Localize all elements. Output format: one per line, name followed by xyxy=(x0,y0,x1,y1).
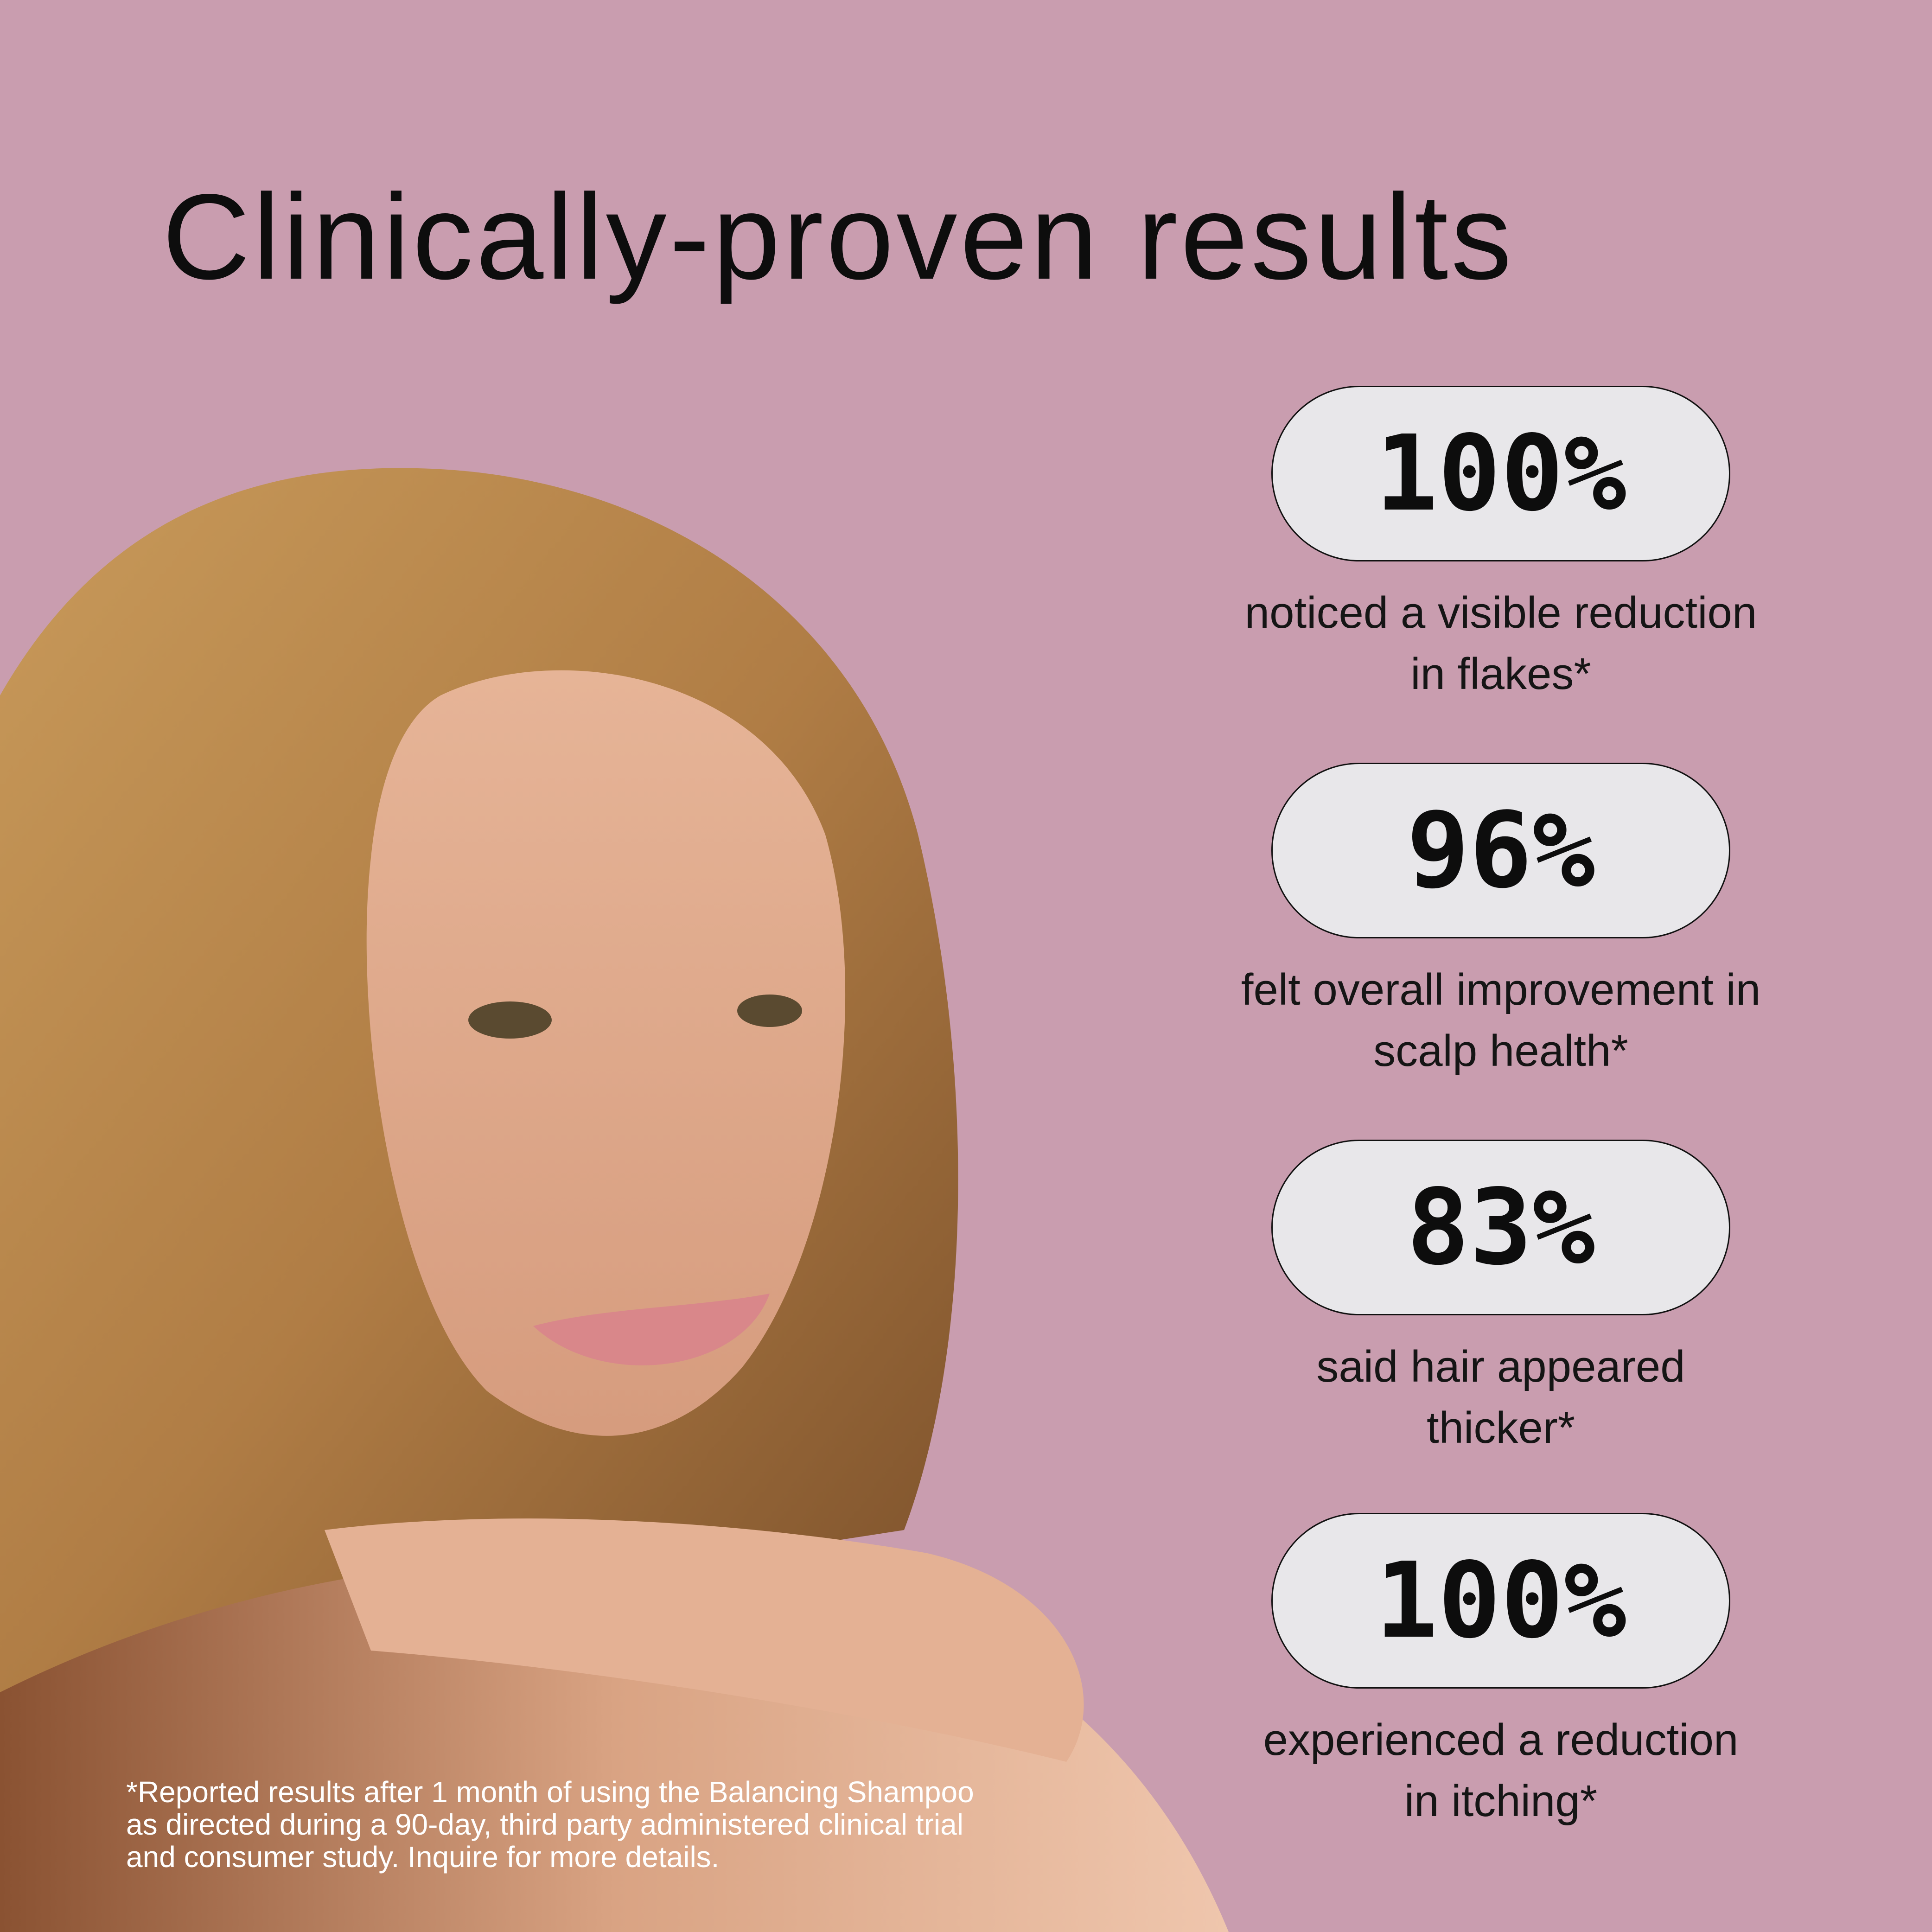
face-shape xyxy=(366,670,846,1436)
caption-line: noticed a visible reduction xyxy=(1244,588,1757,638)
caption-line: thicker* xyxy=(1426,1403,1575,1453)
eye-right xyxy=(737,995,802,1027)
caption-line: in itching* xyxy=(1404,1776,1598,1826)
stat-value-pill: 100% xyxy=(1271,1513,1730,1689)
stat-caption: said hair appeared thicker* xyxy=(1196,1336,1805,1459)
footnote-line: *Reported results after 1 month of using… xyxy=(126,1775,974,1809)
stat-thicker-hair: 83% said hair appeared thicker* xyxy=(1196,1140,1805,1459)
stat-caption: felt overall improvement in scalp health… xyxy=(1196,959,1805,1082)
page-title: Clinically-proven results xyxy=(162,169,1515,305)
stat-scalp-health: 96% felt overall improvement in scalp he… xyxy=(1196,763,1805,1082)
stat-caption: noticed a visible reduction in flakes* xyxy=(1196,582,1805,705)
stat-caption: experienced a reduction in itching* xyxy=(1196,1709,1805,1832)
eye-left xyxy=(468,1001,552,1039)
footnote-line: and consumer study. Inquire for more det… xyxy=(126,1840,720,1874)
lips xyxy=(533,1294,770,1365)
stat-itching: 100% experienced a reduction in itching* xyxy=(1196,1513,1805,1832)
stat-value-pill: 83% xyxy=(1271,1140,1730,1315)
arm-shape xyxy=(325,1518,1084,1762)
stat-value-pill: 96% xyxy=(1271,763,1730,938)
stat-flakes: 100% noticed a visible reduction in flak… xyxy=(1196,386,1805,705)
caption-line: felt overall improvement in xyxy=(1241,965,1761,1014)
footnote-line: as directed during a 90-day, third party… xyxy=(126,1808,963,1841)
caption-line: experienced a reduction xyxy=(1263,1715,1739,1765)
stat-value-pill: 100% xyxy=(1271,386,1730,561)
footnote: *Reported results after 1 month of using… xyxy=(126,1776,1123,1873)
caption-line: said hair appeared xyxy=(1316,1342,1685,1391)
caption-line: in flakes* xyxy=(1410,649,1591,699)
caption-line: scalp health* xyxy=(1373,1026,1628,1076)
